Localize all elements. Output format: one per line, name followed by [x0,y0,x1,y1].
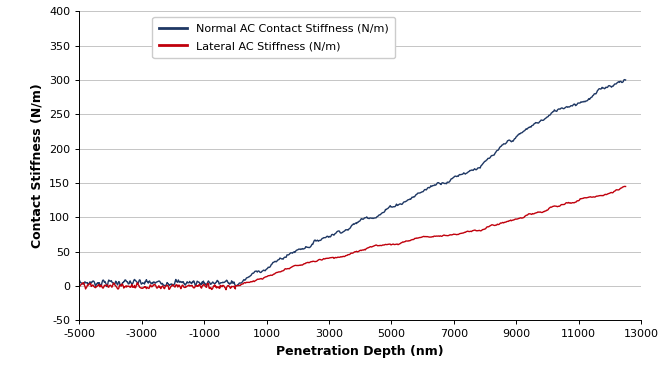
Normal AC Contact Stiffness (N/m) [75,278,83,282]
Normal AC Contact Stiffness (N/m) [103,284,111,289]
Normal AC Contact Stiffness (N/m) [231,283,239,288]
X-axis label: Penetration Depth (nm): Penetration Depth (nm) [276,345,444,358]
Normal AC Contact Stiffness (N/m) [621,78,629,82]
Lateral AC Stiffness (N/m) [621,184,629,188]
Normal AC Contact Stiffness (N/m) [299,246,307,251]
Y-axis label: Contact Stiffness (N/m): Contact Stiffness (N/m) [30,83,44,248]
Lateral AC Stiffness (N/m) [299,263,307,267]
Lateral AC Stiffness (N/m) [379,243,387,247]
Lateral AC Stiffness (N/m) [500,220,508,225]
Lateral AC Stiffness (N/m) [410,237,418,242]
Legend: Normal AC Contact Stiffness (N/m), Lateral AC Stiffness (N/m): Normal AC Contact Stiffness (N/m), Later… [152,17,395,58]
Normal AC Contact Stiffness (N/m) [500,142,508,146]
Normal AC Contact Stiffness (N/m) [166,283,174,288]
Lateral AC Stiffness (N/m) [621,184,629,189]
Line: Lateral AC Stiffness (N/m): Lateral AC Stiffness (N/m) [79,186,625,290]
Normal AC Contact Stiffness (N/m) [621,77,629,82]
Normal AC Contact Stiffness (N/m) [379,210,387,215]
Line: Normal AC Contact Stiffness (N/m): Normal AC Contact Stiffness (N/m) [79,80,625,287]
Lateral AC Stiffness (N/m) [165,287,173,292]
Lateral AC Stiffness (N/m) [75,285,83,289]
Lateral AC Stiffness (N/m) [222,287,230,292]
Lateral AC Stiffness (N/m) [231,287,239,291]
Normal AC Contact Stiffness (N/m) [410,195,418,199]
